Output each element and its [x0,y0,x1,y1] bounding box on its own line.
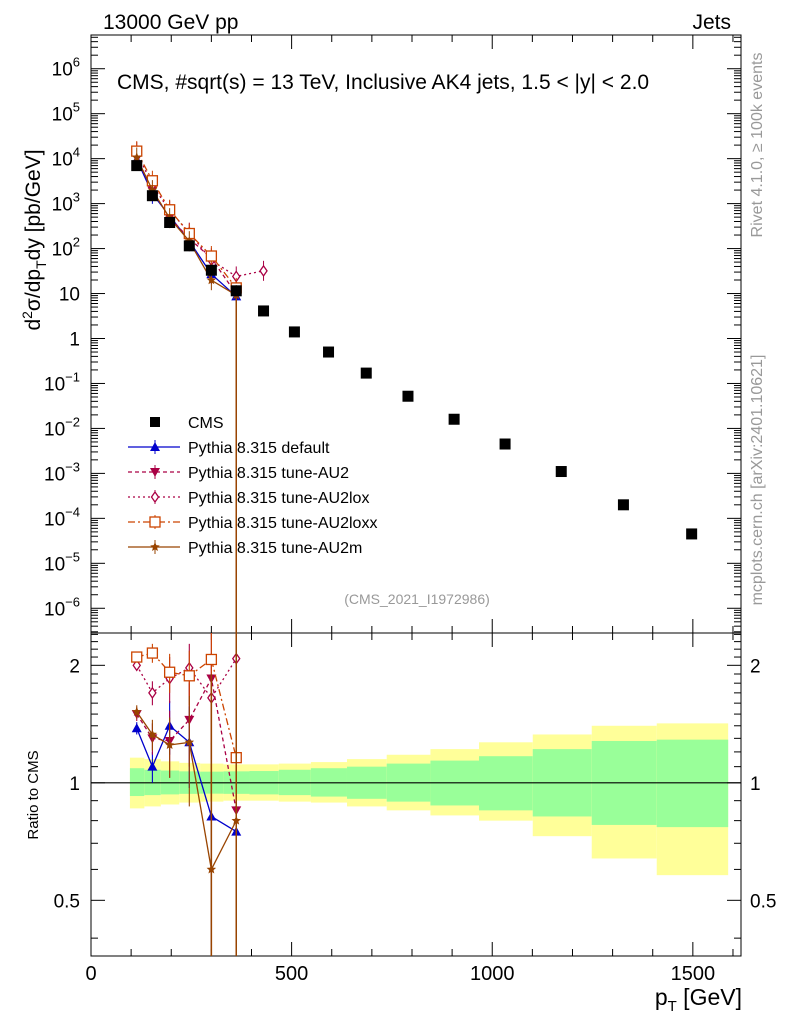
axes: 0 500 1000 1500 10−6 10−5 10−4 10−3 10−2 10−1 1 10 1… [44,35,776,985]
cms-point [686,528,698,540]
y-tick-label: 10−5 [44,549,80,575]
series-point-ratio [131,651,143,663]
ratio-tick-label-right: 2 [750,656,761,677]
legend-item-3: Pythia 8.315 tune-AU2loxx [128,515,377,532]
cms-data [131,160,698,540]
cms-point [205,264,217,276]
y-tick-label: 10−4 [44,504,80,530]
cms-point [448,413,460,425]
ratio-panel [90,632,742,957]
legend-marker [150,490,160,504]
cms-point [183,240,195,252]
series-point-main [206,275,217,285]
legend-item-cms: CMS [150,415,224,432]
legend-label-cms: CMS [188,415,224,432]
ratio-tick-label: 1 [69,774,80,795]
legend-label: Pythia 8.315 default [188,440,330,457]
y-tick-label: 1 [69,329,80,350]
y-tick-label: 103 [52,190,80,216]
band-inner-bin [129,768,145,797]
legend-marker [150,542,160,552]
energy-label: 13000 GeV pp [103,11,238,34]
legend-item-1: Pythia 8.315 tune-AU2 [128,465,349,482]
series-point-ratio [131,706,142,716]
series-point-ratio [146,647,159,659]
series-point-ratio [184,737,195,747]
series-point-ratio [183,670,195,682]
analysis-id: (CMS_2021_I1972986) [344,591,490,607]
series-line-ratio [136,652,237,758]
cms-point [288,326,300,338]
y-tick-label: 10 [59,285,80,306]
ratio-tick-label-right: 0.5 [750,891,776,912]
main-y-axis-title: d2σ/dpTdy [pb/GeV] [19,149,49,330]
series-line-main [136,157,237,296]
y-tick-label: 105 [52,100,80,126]
x-tick-label: 1500 [671,963,716,985]
y-tick-label: 10−3 [44,459,80,485]
cms-point [617,499,629,511]
cms-point [146,190,158,202]
legend-item-4: Pythia 8.315 tune-AU2m [128,540,362,557]
series-point-ratio [147,729,158,739]
series-point-ratio [148,686,157,699]
rivet-label: Rivet 4.1.0, ≥ 100k events [749,53,766,238]
y-tick-label: 104 [52,145,80,171]
series-point-ratio [147,761,158,771]
series-point-ratio [131,723,142,733]
category-label: Jets [692,11,731,34]
cms-point [230,285,242,297]
cms-point [499,438,511,450]
legend-marker-cms [150,417,160,427]
x-axis-title: pT [GeV] [655,984,742,1015]
series-point-main [205,250,218,262]
svg-text:pT [GeV]: pT [GeV] [655,984,742,1015]
cms-point [360,367,372,379]
x-tick-label: 1000 [470,963,515,985]
legend-label: Pythia 8.315 tune-AU2m [188,540,362,557]
series-line-main [136,150,237,289]
cms-point [323,346,335,358]
legend-marker [149,516,161,528]
cms-point [555,466,567,478]
series-point-ratio [205,653,218,666]
legend-item-0: Pythia 8.315 default [128,440,330,457]
cms-point [258,305,270,317]
y-tick-label: 102 [52,235,80,261]
series-point-main [259,264,268,277]
ratio-tick-label-right: 1 [750,774,761,795]
y-tick-label: 10−6 [44,594,80,620]
svg-text:d2σ/dpTdy [pb/GeV]: d2σ/dpTdy [pb/GeV] [19,149,49,330]
legend-label: Pythia 8.315 tune-AU2lox [188,490,369,507]
cms-point [164,217,176,229]
legend-label: Pythia 8.315 tune-AU2loxx [188,515,377,532]
series-line-ratio [136,711,237,872]
series-line-ratio [136,658,237,700]
legend-marker [150,442,160,451]
series-point-main [131,152,142,162]
y-tick-label: 10−2 [44,414,80,440]
ratio-y-axis-title: Ratio to CMS [25,750,42,839]
legend-label: Pythia 8.315 tune-AU2 [188,465,349,482]
x-tick-label: 0 [85,963,96,985]
source-label: mcplots.cern.ch [arXiv:2401.10621] [749,355,766,606]
legend-item-2: Pythia 8.315 tune-AU2lox [128,490,369,507]
series-point-ratio [164,739,175,750]
x-tick-label: 500 [275,963,308,985]
cms-point [402,390,414,402]
y-tick-label: 106 [52,55,80,81]
series-point-ratio [132,659,142,672]
ratio-tick-label: 2 [69,656,80,677]
legend-marker [150,468,160,477]
cms-point [131,160,143,172]
y-tick-label: 10−1 [44,369,80,395]
legend: CMS Pythia 8.315 default Pythia 8.315 tune… [128,415,377,557]
ratio-frame [90,632,742,957]
plot-title: CMS, #sqrt(s) = 13 TeV, Inclusive AK4 je… [117,71,649,94]
ratio-tick-label: 0.5 [54,891,80,912]
series-point-ratio [163,666,176,678]
